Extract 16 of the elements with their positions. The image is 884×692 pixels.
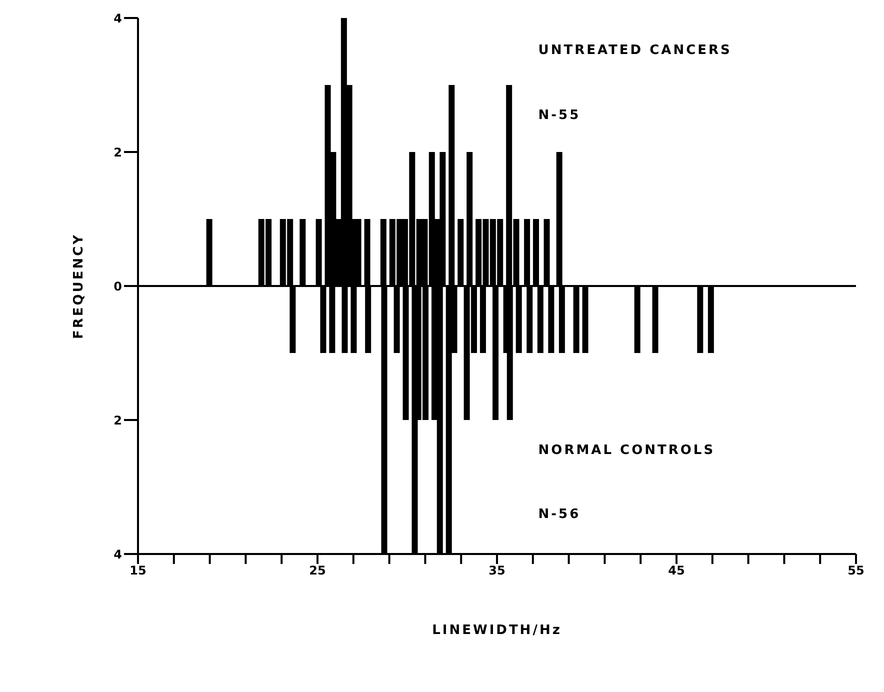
text: UNTREATED CANCERS — [538, 43, 732, 58]
y-tick-label: 2 — [114, 145, 122, 160]
annotation: N-55 — [538, 108, 581, 124]
x-tick-label: 35 — [488, 564, 506, 578]
x-axis-title: LINEWIDTH/Hz — [432, 623, 562, 638]
x-tick-label: 25 — [309, 564, 326, 578]
x-tick-label: 55 — [848, 564, 864, 578]
x-tick-label: 45 — [668, 564, 685, 578]
y-tick-label: 4 — [114, 547, 122, 562]
y-tick-label: 4 — [114, 11, 122, 26]
y-tick-label: 2 — [114, 413, 122, 428]
annotation: N-56 — [538, 507, 581, 522]
y-tick-label: 0 — [114, 279, 122, 294]
text: NORMAL CONTROLS — [538, 443, 716, 458]
x-tick-label: 15 — [130, 564, 146, 578]
y-axis-title: FREQUENCY — [72, 232, 87, 340]
